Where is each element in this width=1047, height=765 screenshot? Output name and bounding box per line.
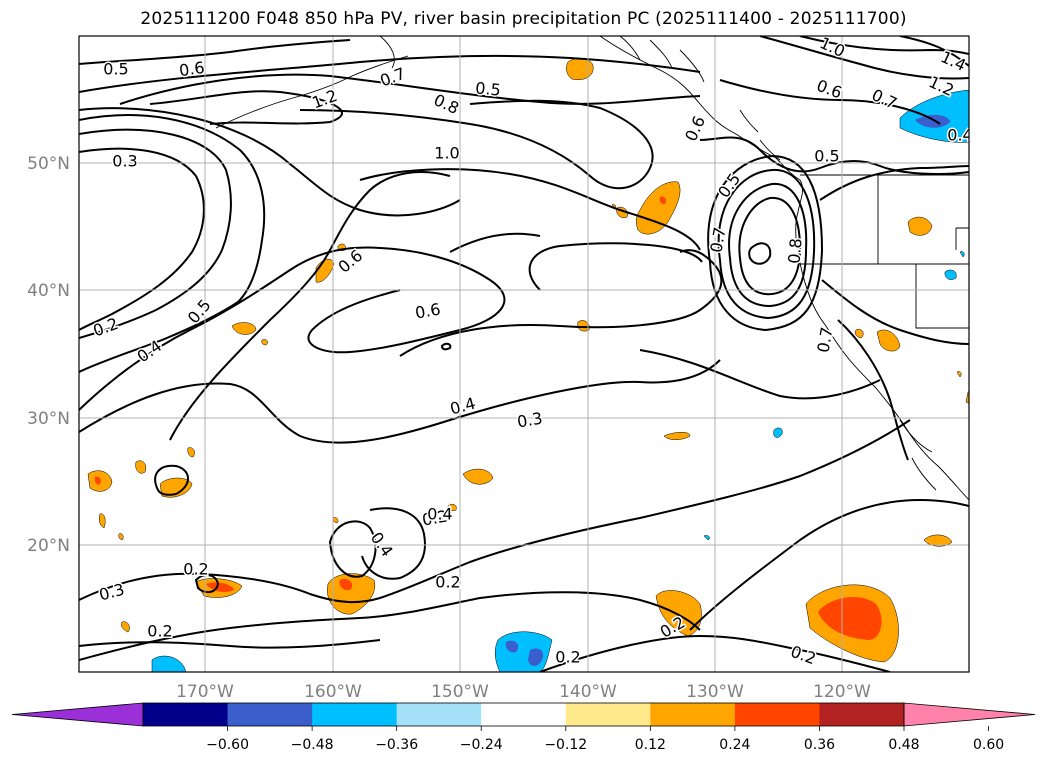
lat-label-20n: 20°N [27, 536, 70, 556]
contour-label: 0.2 [555, 648, 580, 667]
colorbar-cell [227, 703, 313, 726]
lon-label-150w: 150°W [431, 682, 489, 702]
lat-label-30n: 30°N [27, 409, 70, 429]
colorbar-cell [819, 703, 905, 726]
lon-label-120w: 120°W [813, 682, 871, 702]
pv-contours [79, 36, 969, 672]
lon-label-160w: 160°W [304, 682, 362, 702]
colorbar-cell [143, 703, 229, 726]
colorbar-cell [650, 703, 736, 726]
colorbar-tick-label: 0.36 [804, 737, 835, 753]
precip-shading-negative [151, 89, 969, 672]
precip-shading-positive [87, 58, 969, 663]
colorbar-tick-label: −0.12 [544, 737, 587, 753]
contour-label: 0.4 [427, 505, 452, 524]
gridlines [79, 36, 969, 672]
colorbar-cell [312, 703, 398, 726]
lat-label-50n: 50°N [27, 154, 70, 174]
contour-label: 0.3 [112, 152, 137, 171]
lat-label-40n: 40°N [27, 281, 70, 301]
lon-label-130w: 130°W [686, 682, 744, 702]
colorbar-cell [734, 703, 820, 726]
colorbar: −0.60 −0.48 −0.36 −0.24 −0.12 0.12 0.24 0.36 0.4… [11, 702, 1036, 753]
contour-label: 0.4 [947, 126, 972, 145]
lon-label-140w: 140°W [559, 682, 617, 702]
map-title: 2025111200 F048 850 hPa PV, river basin … [140, 9, 907, 29]
colorbar-tick-label: 0.60 [973, 737, 1004, 753]
contour-label: 0.6 [178, 58, 206, 80]
colorbar-tick-label: 0.24 [719, 737, 750, 753]
colorbar-tick-label: 0.48 [888, 737, 919, 753]
latitude-labels: 50°N 40°N 30°N 20°N [27, 154, 70, 556]
colorbar-tick-label: 0.12 [635, 737, 666, 753]
contour-label: 0.2 [435, 573, 460, 592]
colorbar-tick-label: −0.24 [460, 737, 503, 753]
contour-label: 0.2 [147, 622, 172, 641]
contour-label: 0.5 [814, 147, 839, 166]
colorbar-tick-label: −0.60 [206, 737, 249, 753]
colorbar-cell [396, 703, 482, 726]
colorbar-frame [142, 702, 905, 727]
colorbar-tick-label: −0.48 [291, 737, 334, 753]
contour-label: 0.5 [103, 60, 128, 79]
lon-label-170w: 170°W [176, 682, 234, 702]
longitude-labels: 170°W 160°W 150°W 140°W 130°W 120°W [176, 682, 871, 702]
colorbar-extend-low [11, 702, 144, 727]
contour-label: 1.0 [434, 144, 459, 163]
contour-label: 0.5 [475, 78, 502, 99]
contour-label: 0.8 [784, 237, 805, 264]
colorbar-cell [565, 703, 651, 726]
contour-label: 0.2 [183, 560, 208, 579]
colorbar-extend-high [903, 702, 1036, 727]
contour-label: 0.7 [706, 226, 729, 254]
colorbar-tick-label: −0.36 [375, 737, 418, 753]
coastline [215, 36, 969, 501]
colorbar-cell [481, 703, 567, 726]
map-frame [78, 35, 970, 673]
